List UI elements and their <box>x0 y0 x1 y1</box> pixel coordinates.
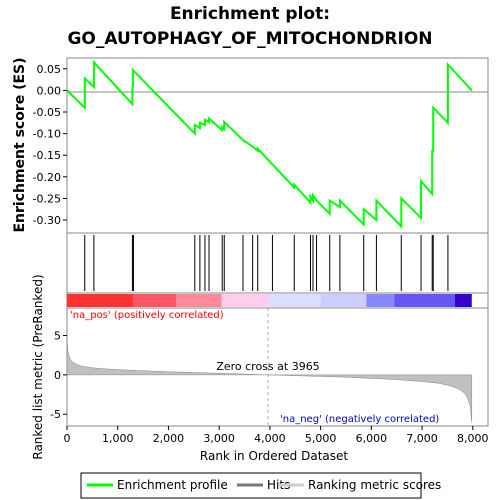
metric-y-ticks: 5 0 -5 <box>50 330 67 421</box>
x-axis-label: Rank in Ordered Dataset <box>200 449 348 463</box>
es-y-label: Enrichment score (ES) <box>12 57 28 232</box>
hits-marks <box>84 235 449 291</box>
chart-title: Enrichment plot: GO_AUTOPHAGY_OF_MITOCHO… <box>0 2 500 52</box>
es-y-tick-label: -0.15 <box>33 149 61 162</box>
chart-title-line1: Enrichment plot: <box>169 4 331 24</box>
color-bar-segment <box>67 294 133 307</box>
x-tick-label: 7,000 <box>406 432 438 445</box>
color-bar-segment <box>320 294 367 307</box>
x-tick-label: 3,000 <box>203 432 235 445</box>
metric-y-label: Ranked list metric (PreRanked) <box>31 274 45 459</box>
color-bar-segment <box>366 294 395 307</box>
es-y-tick-label: 0.00 <box>37 84 62 97</box>
legend-enrichment-label: Enrichment profile <box>117 478 228 492</box>
color-bar-segment <box>176 294 222 307</box>
color-bar-segment <box>132 294 177 307</box>
es-y-tick-label: -0.20 <box>33 171 61 184</box>
color-bar-segment <box>221 294 269 307</box>
hits-panel-frame <box>66 232 489 294</box>
ranking-metric-area <box>66 339 473 423</box>
color-bar-segment <box>268 294 321 307</box>
chart-title-line2: GO_AUTOPHAGY_OF_MITOCHONDRION <box>67 29 433 49</box>
x-tick-label: 2,000 <box>153 432 185 445</box>
es-panel-frame <box>66 57 489 234</box>
x-tick-label: 1,000 <box>102 432 134 445</box>
pos-corr-label: 'na_pos' (positively correlated) <box>70 310 224 321</box>
es-y-ticks: 0.05 0.00 -0.05 -0.10 -0.15 -0.20 -0.25 -0.30 <box>33 63 67 227</box>
legend-metric-label: Ranking metric scores <box>308 478 441 492</box>
color-bar-segment <box>455 294 472 307</box>
es-y-tick-label: -0.30 <box>33 214 61 227</box>
x-tick-label: 5,000 <box>305 432 337 445</box>
es-y-tick-label: -0.10 <box>33 128 61 141</box>
metric-y-tick-label: -5 <box>50 408 61 421</box>
x-tick-label: 8,000 <box>457 432 489 445</box>
x-tick-label: 0 <box>64 432 71 445</box>
es-y-tick-label: -0.05 <box>33 106 61 119</box>
color-bar <box>67 294 472 307</box>
x-tick-label: 4,000 <box>254 432 286 445</box>
metric-panel-frame <box>66 307 489 427</box>
zero-cross-label: Zero cross at 3965 <box>216 360 319 373</box>
es-y-tick-label: -0.25 <box>33 192 61 205</box>
es-y-tick-label: 0.05 <box>37 63 62 76</box>
metric-x-ticks: 0 1,000 2,000 3,000 4,000 5,000 6,000 7,000 8,00… <box>64 426 489 445</box>
neg-corr-label: 'na_neg' (negatively correlated) <box>280 414 439 425</box>
x-tick-label: 6,000 <box>356 432 388 445</box>
metric-y-tick-label: 0 <box>54 369 61 382</box>
metric-y-tick-label: 5 <box>54 330 61 343</box>
enrichment-profile-line <box>66 59 473 229</box>
color-bar-segment <box>394 294 456 307</box>
